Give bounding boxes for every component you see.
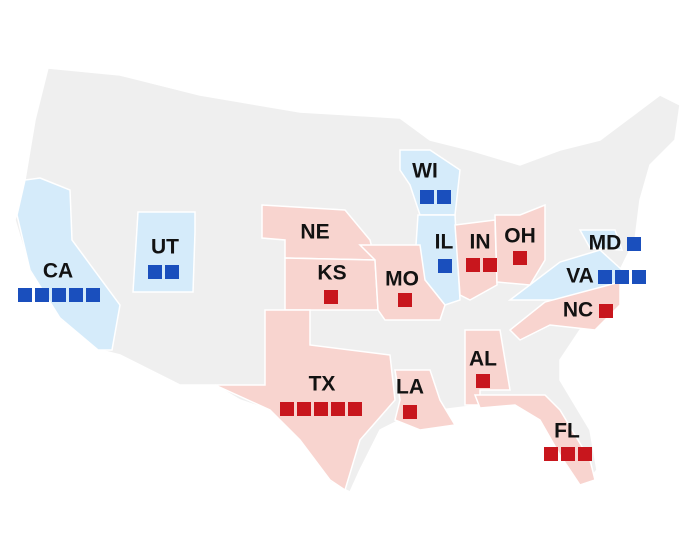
state-shape <box>214 309 396 492</box>
state-label: IL <box>435 231 454 254</box>
state-label: IN <box>470 231 491 254</box>
state-label: LA <box>396 376 424 399</box>
seat-squares <box>280 402 362 416</box>
seat-square <box>632 270 646 284</box>
seat-square <box>398 293 412 307</box>
seat-squares <box>627 237 641 251</box>
seat-square <box>544 447 558 461</box>
seat-square <box>324 290 338 304</box>
seat-squares <box>398 293 412 307</box>
seat-square <box>561 447 575 461</box>
seat-square <box>513 251 527 265</box>
seat-square <box>420 190 434 204</box>
seat-square <box>52 288 66 302</box>
state-shape <box>358 244 446 321</box>
seat-squares <box>438 259 452 273</box>
seat-square <box>314 402 328 416</box>
seat-squares <box>420 190 451 204</box>
seat-square <box>148 265 162 279</box>
state-label: CA <box>43 260 73 283</box>
seat-squares <box>324 290 338 304</box>
state-shape <box>16 177 121 351</box>
state-label: TX <box>309 373 336 396</box>
state-label: KS <box>317 262 346 285</box>
state-shape <box>494 203 546 286</box>
seat-square <box>627 237 641 251</box>
state-label: FL <box>554 420 580 443</box>
state-shape <box>578 229 624 251</box>
seat-squares <box>476 374 490 388</box>
seat-square <box>403 405 417 419</box>
state-label: OH <box>504 225 536 248</box>
seat-squares <box>544 447 592 461</box>
seat-square <box>18 288 32 302</box>
seat-square <box>476 374 490 388</box>
seat-squares <box>403 405 417 419</box>
seat-square <box>578 447 592 461</box>
seat-square <box>297 402 311 416</box>
seat-square <box>437 190 451 204</box>
seat-squares <box>513 251 527 265</box>
seat-square <box>35 288 49 302</box>
labels: CA UT WI IL MD VA NE KS MO IN OH NC TX LA AL FL <box>18 160 646 461</box>
state-label: VA <box>566 265 594 288</box>
seat-square <box>348 402 362 416</box>
seat-square <box>599 304 613 318</box>
state-label: AL <box>469 348 497 371</box>
state-label: NC <box>563 299 593 322</box>
seat-square <box>280 402 294 416</box>
seat-square <box>466 258 480 272</box>
state-label: UT <box>151 236 179 259</box>
seat-square <box>86 288 100 302</box>
seat-square <box>165 265 179 279</box>
seat-square <box>69 288 83 302</box>
seat-square <box>331 402 345 416</box>
seat-square <box>615 270 629 284</box>
state-label: MD <box>589 232 622 255</box>
seat-squares <box>598 270 646 284</box>
seat-square <box>483 258 497 272</box>
state-label: NE <box>300 221 329 244</box>
seat-square <box>438 259 452 273</box>
seat-squares <box>599 304 613 318</box>
seat-squares <box>18 288 100 302</box>
seat-squares <box>466 258 497 272</box>
state-label: WI <box>412 160 438 183</box>
state-label: MO <box>385 268 419 291</box>
seat-squares <box>148 265 179 279</box>
seat-square <box>598 270 612 284</box>
state-shape <box>473 394 596 486</box>
